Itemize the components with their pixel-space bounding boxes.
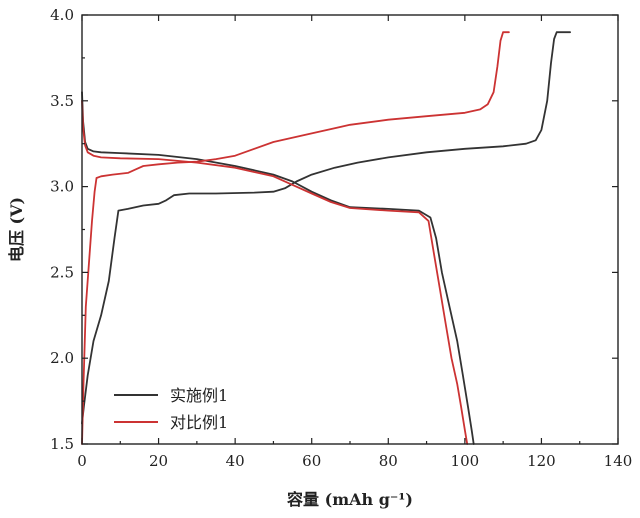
x-axis-title: 容量 (mAh g⁻¹) [286, 490, 413, 509]
y-tick-label: 2.5 [50, 263, 74, 281]
legend: 实施例1 对比例1 [114, 386, 228, 432]
y-tick-label: 3.0 [50, 178, 74, 196]
y-axis-title: 电压 (V) [7, 197, 26, 262]
y-tick-label: 3.5 [50, 92, 74, 110]
x-tick-label: 140 [604, 452, 633, 470]
series-1-discharge-line [81, 91, 475, 445]
series-layer [81, 31, 571, 445]
y-tick-label: 4.0 [50, 6, 74, 24]
x-tick-label: 120 [527, 452, 556, 470]
series-1-charge-line [81, 31, 571, 425]
y-tick-label: 1.5 [50, 435, 74, 453]
legend-label-series-1: 实施例1 [170, 386, 228, 405]
x-tick-label: 80 [379, 452, 398, 470]
y-tick-label: 2.0 [50, 349, 74, 367]
x-tick-label: 20 [149, 452, 168, 470]
x-tick-label: 40 [226, 452, 245, 470]
x-tick-label: 100 [451, 452, 480, 470]
x-tick-label: 60 [302, 452, 321, 470]
tick-label-layer: 0 20 40 60 80 100 120 140 1.5 2.0 2.5 3.0 3.5 4.0 [50, 6, 632, 470]
series-2-charge-line [81, 31, 510, 445]
series-2-discharge-line [81, 99, 469, 445]
x-tick-label: 0 [77, 452, 87, 470]
legend-label-series-2: 对比例1 [170, 413, 228, 432]
tick-layer [81, 14, 619, 445]
